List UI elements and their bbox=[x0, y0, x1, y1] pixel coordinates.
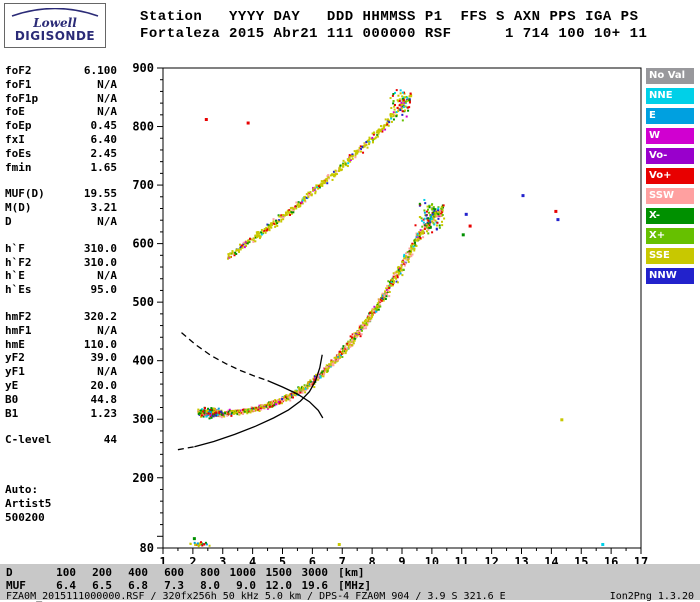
param-foe: foE N/A bbox=[5, 105, 117, 119]
status-bar: FZA0M_2015111000000.RSF / 320fx256h 50 k… bbox=[0, 592, 700, 602]
legend-w: W bbox=[646, 128, 694, 144]
svg-text:4: 4 bbox=[249, 555, 256, 569]
param-artist5: Artist5 bbox=[5, 496, 52, 510]
svg-text:9: 9 bbox=[398, 555, 405, 569]
param-hf: h`F 310.0 bbox=[5, 241, 117, 255]
svg-text:600: 600 bbox=[132, 237, 154, 251]
param-auto: Auto: bbox=[5, 483, 39, 497]
status-file-info: FZA0M_2015111000000.RSF / 320fx256h 50 k… bbox=[6, 591, 506, 602]
lowell-digisonde-logo: Lowell DIGISONDE bbox=[4, 3, 106, 48]
svg-text:200: 200 bbox=[132, 471, 154, 485]
param-fmin: fmin 1.65 bbox=[5, 160, 117, 174]
muf-row: MUF 6.4 6.5 6.8 7.3 8.0 9.0 12.0 19.6 [MHz] bbox=[6, 579, 372, 592]
parameter-panel: foF2 6.100 foF1 N/A foF1p N/A foE N/A foEp 0.45 fx… bbox=[5, 64, 117, 525]
legend-nnw: NNW bbox=[646, 268, 694, 284]
svg-text:900: 900 bbox=[132, 61, 154, 75]
param-b0: B0 44.8 bbox=[5, 392, 117, 406]
header-field-values: Fortaleza 2015 Abr21 111 000000 RSF 1 71… bbox=[140, 26, 648, 42]
svg-text:700: 700 bbox=[132, 178, 154, 192]
param-foep: foEp 0.45 bbox=[5, 119, 117, 133]
param-hes: h`Es 95.0 bbox=[5, 283, 117, 297]
echo-direction-legend: No Val NNE E W Vo- Vo+ SSW X- X+ SSE NNW bbox=[646, 68, 694, 284]
param-hmf1: hmF1 N/A bbox=[5, 323, 117, 337]
param-b1: B1 1.23 bbox=[5, 406, 117, 420]
svg-text:2: 2 bbox=[189, 555, 196, 569]
legend-vo+: Vo+ bbox=[646, 168, 694, 184]
param-d: D N/A bbox=[5, 214, 117, 228]
param-hme: hmE 110.0 bbox=[5, 337, 117, 351]
distance-row: D 100 200 400 600 800 1000 1500 3000 [km] bbox=[6, 566, 365, 579]
param-fof1: foF1 N/A bbox=[5, 77, 117, 91]
svg-text:6: 6 bbox=[309, 555, 316, 569]
legend-vo-: Vo- bbox=[646, 148, 694, 164]
param-clevel: C-level 44 bbox=[5, 433, 117, 447]
svg-text:300: 300 bbox=[132, 412, 154, 426]
legend-ssw: SSW bbox=[646, 188, 694, 204]
bottom-strip: D 100 200 400 600 800 1000 1500 3000 [km] MUF 6.4 6… bbox=[0, 564, 700, 602]
param-ye: yE 20.0 bbox=[5, 378, 117, 392]
legend-sse: SSE bbox=[646, 248, 694, 264]
param-he: h`E N/A bbox=[5, 269, 117, 283]
param-hmf2: hmF2 320.2 bbox=[5, 309, 117, 323]
svg-text:1: 1 bbox=[159, 555, 166, 569]
svg-text:3: 3 bbox=[219, 555, 226, 569]
logo-digisonde-text: DIGISONDE bbox=[14, 29, 96, 43]
header-field-names: Station YYYY DAY DDD HHMMSS P1 FFS S AXN… bbox=[140, 9, 639, 25]
param-mufd: MUF(D) 19.55 bbox=[5, 187, 117, 201]
param-hf2: h`F2 310.0 bbox=[5, 255, 117, 269]
param-yf1: yF1 N/A bbox=[5, 365, 117, 379]
param-fof1p: foF1p N/A bbox=[5, 91, 117, 105]
plot-frame bbox=[162, 67, 642, 549]
param-foes: foEs 2.45 bbox=[5, 146, 117, 160]
outlier-echoes bbox=[192, 118, 605, 546]
svg-text:5: 5 bbox=[279, 555, 286, 569]
electron-density-profile bbox=[194, 354, 323, 448]
legend-no-val: No Val bbox=[646, 68, 694, 84]
param-fof2: foF2 6.100 bbox=[5, 64, 117, 77]
svg-text:800: 800 bbox=[132, 120, 154, 134]
status-version: Ion2Png 1.3.20 bbox=[609, 591, 694, 602]
logo-lowell-text: Lowell bbox=[33, 16, 77, 30]
logo-arc-icon bbox=[11, 8, 99, 17]
param-yf2: yF2 39.0 bbox=[5, 351, 117, 365]
param-500200: 500200 bbox=[5, 510, 45, 524]
legend-nne: NNE bbox=[646, 88, 694, 104]
legend-x-: X- bbox=[646, 208, 694, 224]
svg-text:500: 500 bbox=[132, 295, 154, 309]
scatter-points bbox=[189, 89, 446, 548]
svg-text:7: 7 bbox=[339, 555, 346, 569]
legend-e: E bbox=[646, 108, 694, 124]
param-fxi: fxI 6.40 bbox=[5, 132, 117, 146]
artist-extrapolated-trace bbox=[181, 332, 268, 382]
svg-text:8: 8 bbox=[369, 555, 376, 569]
svg-text:400: 400 bbox=[132, 354, 154, 368]
param-md: M(D) 3.21 bbox=[5, 201, 117, 215]
svg-text:80: 80 bbox=[140, 541, 154, 555]
artist-profile-curves bbox=[177, 332, 324, 451]
legend-x+: X+ bbox=[646, 228, 694, 244]
profile-extrapolated bbox=[177, 446, 195, 451]
